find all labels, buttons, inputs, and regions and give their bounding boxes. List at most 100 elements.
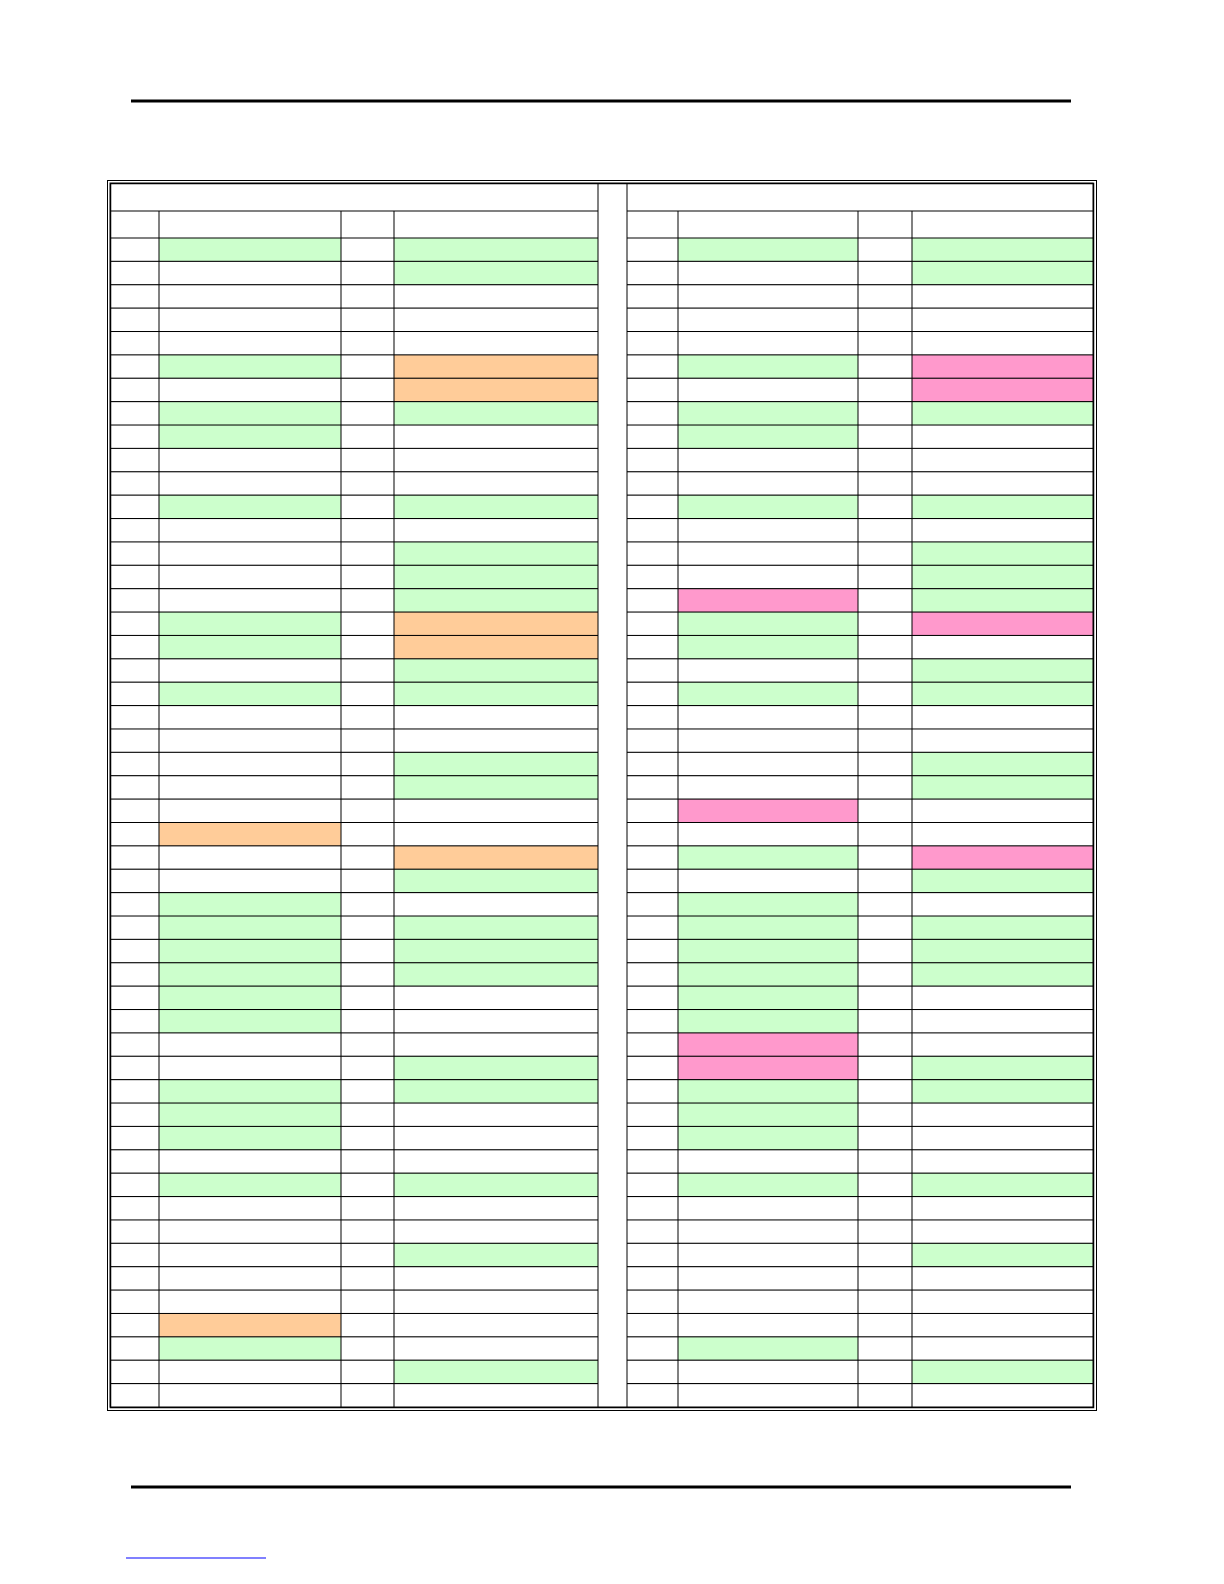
table-cell	[158, 845, 342, 870]
table-cell	[857, 868, 913, 894]
table-cell	[393, 331, 599, 356]
table-cell	[158, 1242, 342, 1268]
table-cell	[626, 681, 679, 707]
table-cell	[109, 1102, 160, 1127]
table-cell	[393, 798, 599, 823]
table-cell	[109, 424, 160, 449]
table-cell	[109, 634, 160, 660]
table-cell	[109, 985, 160, 1011]
table-cell	[340, 1079, 395, 1104]
table-cell	[393, 751, 599, 777]
table-cell	[340, 892, 395, 917]
table-cell	[340, 1336, 395, 1361]
table-cell	[393, 588, 599, 613]
table-cell	[677, 424, 859, 449]
table-cell	[911, 751, 1094, 777]
table-cell	[857, 705, 913, 730]
table-cell	[109, 1055, 160, 1081]
table-cell	[393, 1172, 599, 1198]
table-cell	[393, 728, 599, 753]
table-cell	[677, 1196, 859, 1221]
table-cell	[626, 938, 679, 964]
table-cell	[857, 751, 913, 777]
table-cell	[158, 634, 342, 660]
table-cell	[109, 588, 160, 613]
table-cell	[626, 705, 679, 730]
table-cell	[626, 1032, 679, 1057]
table-cell	[911, 331, 1094, 356]
table-cell	[109, 377, 160, 403]
table-cell	[677, 634, 859, 660]
table-cell	[857, 1055, 913, 1081]
table-cell	[857, 1009, 913, 1034]
table-cell	[109, 1172, 160, 1198]
table-cell	[911, 1219, 1094, 1244]
table-cell	[626, 845, 679, 870]
header-cell	[109, 182, 599, 212]
table-cell	[626, 1102, 679, 1127]
table-cell	[393, 377, 599, 403]
table-cell	[393, 822, 599, 847]
table-cell	[158, 331, 342, 356]
table-cell	[158, 681, 342, 707]
table-cell	[626, 1172, 679, 1198]
table-cell	[911, 471, 1094, 496]
table-cell	[677, 1336, 859, 1361]
table-cell	[393, 260, 599, 286]
table-cell	[109, 705, 160, 730]
table-cell	[109, 938, 160, 964]
table-cell	[677, 588, 859, 613]
table-cell	[857, 658, 913, 683]
table-cell	[857, 260, 913, 286]
table-cell	[109, 915, 160, 940]
table-cell	[158, 237, 342, 262]
table-cell	[857, 634, 913, 660]
table-cell	[677, 938, 859, 964]
table-cell	[626, 1242, 679, 1268]
table-cell	[109, 1009, 160, 1034]
table-cell	[626, 1125, 679, 1151]
table-cell	[340, 985, 395, 1011]
table-cell	[626, 401, 679, 426]
table-cell	[158, 868, 342, 894]
table-cell	[340, 845, 395, 870]
table-cell	[158, 354, 342, 379]
table-cell	[857, 1359, 913, 1385]
table-cell	[109, 1125, 160, 1151]
table-cell	[857, 331, 913, 356]
divider-column	[597, 182, 628, 1408]
table-cell	[158, 1312, 342, 1338]
table-cell	[393, 494, 599, 520]
table-cell	[340, 658, 395, 683]
table-cell	[109, 1336, 160, 1361]
table-cell	[158, 1172, 342, 1198]
table-cell	[857, 307, 913, 333]
table-cell	[626, 1289, 679, 1314]
table-cell	[857, 447, 913, 473]
table-cell	[626, 424, 679, 449]
table-cell	[158, 751, 342, 777]
table-cell	[626, 985, 679, 1011]
table-cell	[158, 541, 342, 566]
table-cell	[911, 915, 1094, 940]
table-cell	[158, 518, 342, 543]
table-cell	[393, 634, 599, 660]
table-cell	[911, 1289, 1094, 1314]
table-cell	[393, 237, 599, 262]
table-cell	[340, 915, 395, 940]
table-cell	[857, 1336, 913, 1361]
table-cell	[677, 705, 859, 730]
header-cell	[626, 182, 1094, 212]
table-cell	[626, 892, 679, 917]
table-cell	[393, 1219, 599, 1244]
table-cell	[340, 588, 395, 613]
table-cell	[857, 798, 913, 823]
table-cell	[340, 354, 395, 379]
table-cell	[911, 1149, 1094, 1174]
table-cell	[340, 494, 395, 520]
table-cell	[109, 1149, 160, 1174]
table-cell	[911, 938, 1094, 964]
table-cell	[393, 1079, 599, 1104]
table-cell	[911, 541, 1094, 566]
table-cell	[393, 1149, 599, 1174]
